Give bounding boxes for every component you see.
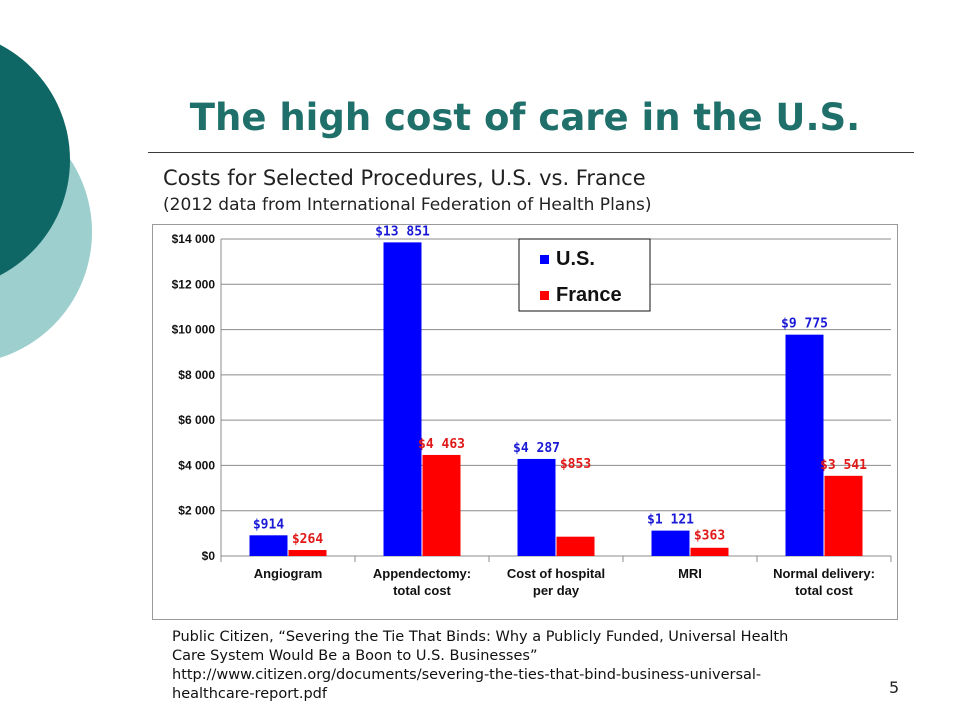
x-tick-label: per day <box>533 583 580 598</box>
x-tick-label: Appendectomy: <box>373 566 471 581</box>
bar-france <box>422 454 461 556</box>
x-tick-label: Normal delivery: <box>773 566 875 581</box>
y-tick-label: $12 000 <box>172 277 216 291</box>
data-label: $13 851 <box>375 225 430 239</box>
source-line-1: Public Citizen, “Severing the Tie That B… <box>172 629 789 645</box>
x-tick-label: Angiogram <box>254 566 323 581</box>
bar-france <box>556 536 595 556</box>
data-label: $264 <box>292 532 323 547</box>
data-label: $853 <box>560 457 591 472</box>
legend-entry: U.S. <box>556 248 595 270</box>
data-label: $1 121 <box>647 513 694 528</box>
title-divider <box>148 152 914 153</box>
chart-frame: $0 $2 000 $4 000 $6 000 $8 000 $10 000 $12 000… <box>152 224 898 620</box>
source-line-4: healthcare-report.pdf <box>172 686 327 702</box>
data-label: $9 775 <box>781 317 828 332</box>
y-tick-label: $6 000 <box>178 413 215 427</box>
y-tick-label: $14 000 <box>172 232 216 246</box>
data-label: $363 <box>694 529 725 544</box>
y-tick-label: $8 000 <box>178 368 215 382</box>
x-tick-label: total cost <box>393 583 451 598</box>
chart-subtitle-note: (2012 data from International Federation… <box>163 195 652 215</box>
bar-us <box>785 334 824 556</box>
decorative-circles <box>0 44 92 358</box>
bar-france <box>690 547 729 556</box>
y-tick-label: $0 <box>202 549 216 563</box>
y-tick-label: $4 000 <box>178 458 215 472</box>
deco-circle-dark <box>0 44 70 276</box>
data-label: $914 <box>253 517 284 532</box>
legend-swatch <box>540 255 549 264</box>
bar-us <box>651 530 690 556</box>
bar-us <box>517 458 556 556</box>
y-tick-label: $10 000 <box>172 323 216 337</box>
page-number: 5 <box>889 678 900 697</box>
legend-entry: France <box>556 284 622 306</box>
bar-france <box>824 475 863 556</box>
data-label: $4 463 <box>418 437 465 452</box>
bar-france <box>288 550 327 556</box>
slide-title: The high cost of care in the U.S. <box>189 96 861 139</box>
x-tick-label: total cost <box>795 583 853 598</box>
bar-us <box>383 242 422 556</box>
legend-swatch <box>540 291 549 300</box>
bar-us <box>249 535 288 556</box>
chart-subtitle: Costs for Selected Procedures, U.S. vs. … <box>163 166 646 190</box>
bar-chart: $0 $2 000 $4 000 $6 000 $8 000 $10 000 $12 000… <box>172 225 892 598</box>
data-label: $4 287 <box>513 441 560 456</box>
x-tick-label: MRI <box>678 566 702 581</box>
source-line-3: http://www.citizen.org/documents/severin… <box>172 667 762 683</box>
source-line-2: Care System Would Be a Boon to U.S. Busi… <box>172 648 538 664</box>
y-tick-label: $2 000 <box>178 504 215 518</box>
source-citation: Public Citizen, “Severing the Tie That B… <box>172 628 892 704</box>
data-label: $3 541 <box>820 458 867 473</box>
x-tick-label: Cost of hospital <box>507 566 605 581</box>
